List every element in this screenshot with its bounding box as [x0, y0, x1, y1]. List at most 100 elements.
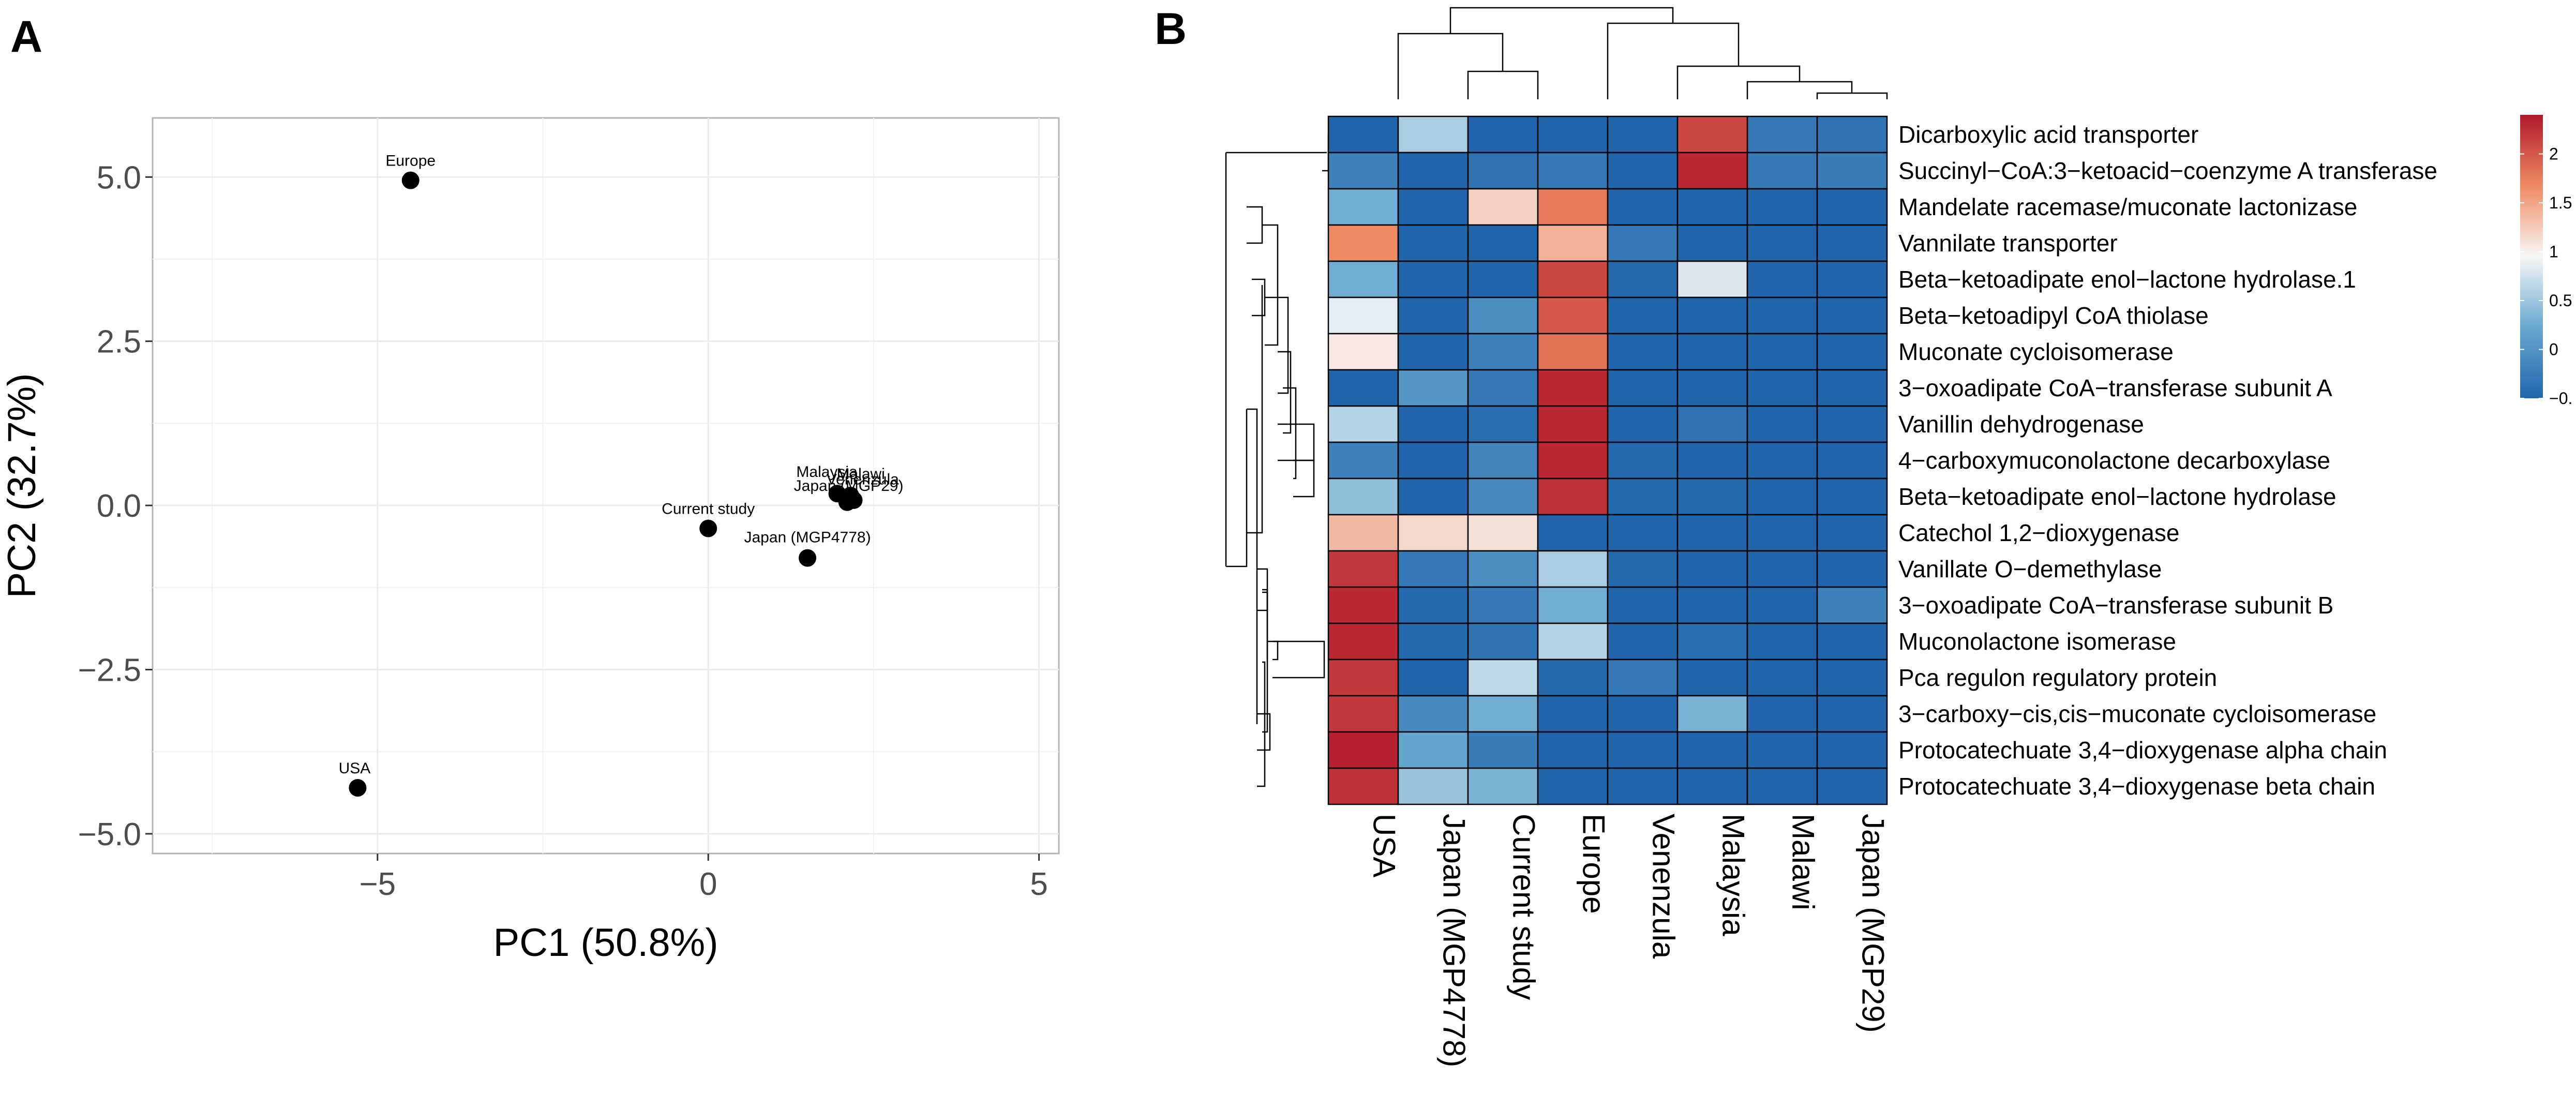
heatmap-cell	[1537, 296, 1609, 335]
row-label: Vanillin dehydrogenase	[1898, 411, 2144, 438]
heatmap-cell	[1676, 441, 1748, 480]
heatmap-cell	[1397, 369, 1469, 407]
heatmap-cell	[1816, 658, 1888, 697]
heatmap-cell	[1746, 477, 1818, 516]
point-label: Europe	[385, 153, 436, 170]
heatmap-cell	[1607, 586, 1679, 624]
heatmap-cell	[1537, 333, 1609, 371]
heatmap-cell	[1467, 658, 1539, 697]
row-label: 3−oxoadipate CoA−transferase subunit B	[1898, 592, 2333, 619]
heatmap-cell	[1537, 369, 1609, 407]
row-label: 4−carboxymuconolactone decarboxylase	[1898, 447, 2330, 474]
point-label: USA	[339, 760, 371, 777]
heatmap-cell	[1467, 369, 1539, 407]
heatmap-cell	[1537, 477, 1609, 516]
heatmap-cell	[1537, 586, 1609, 624]
heatmap-cell	[1327, 586, 1399, 624]
heatmap-cell	[1746, 405, 1818, 443]
point-label: Malaysia	[796, 463, 858, 481]
heatmap-cell	[1746, 224, 1818, 262]
scatter-point	[401, 171, 420, 189]
column-label: Europe	[1577, 814, 1611, 914]
heatmap-cell	[1397, 152, 1469, 190]
heatmap-cell	[1537, 115, 1609, 154]
heatmap-cell	[1537, 405, 1609, 443]
heatmap-cell	[1397, 188, 1469, 226]
column-label: USA	[1367, 814, 1402, 877]
heatmap-cell	[1746, 658, 1818, 697]
heatmap-cell	[1607, 296, 1679, 335]
heatmap-cell	[1607, 405, 1679, 443]
row-label: Muconate cycloisomerase	[1898, 338, 2174, 365]
heatmap-cell	[1607, 695, 1679, 733]
heatmap-cell	[1607, 767, 1679, 805]
row-labels: Dicarboxylic acid transporter Succinyl−Co…	[1898, 121, 2437, 800]
heatmap-cell	[1607, 731, 1679, 769]
heatmap-cell	[1676, 188, 1748, 226]
heatmap-cell	[1816, 514, 1888, 552]
heatmap-cell	[1816, 695, 1888, 733]
row-label: Pca regulon regulatory protein	[1898, 664, 2217, 691]
heatmap-cell	[1397, 333, 1469, 371]
heatmap-cell	[1607, 477, 1679, 516]
heatmap-cell	[1327, 224, 1399, 262]
y-tick-label: 2.5	[97, 324, 141, 360]
scatter-panel: −5 0 5 5.0 2.5 0.0 −2.5 −5.0 Europe MalaysiaMala…	[0, 117, 1060, 965]
heatmap-cell	[1467, 260, 1539, 298]
heatmap-cell	[1327, 767, 1399, 805]
heatmap-cell	[1676, 260, 1748, 298]
heatmap-cell	[1816, 477, 1888, 516]
heatmap-cell	[1607, 550, 1679, 588]
heatmap-cell	[1607, 152, 1679, 190]
heatmap-cell	[1467, 441, 1539, 480]
heatmap-cell	[1327, 115, 1399, 154]
heatmap-cell	[1327, 514, 1399, 552]
heatmap-cell	[1676, 622, 1748, 661]
heatmap-cell	[1816, 188, 1888, 226]
row-label: Mandelate racemase/muconate lactonizase	[1898, 193, 2357, 220]
row-label: Vannilate transporter	[1898, 230, 2118, 257]
heatmap-cell	[1676, 477, 1748, 516]
point-label: Current study	[662, 501, 755, 518]
heatmap-cell	[1676, 333, 1748, 371]
point-label: Venenzula	[827, 471, 899, 488]
heatmap-cell	[1327, 658, 1399, 697]
heatmap-cell	[1607, 514, 1679, 552]
heatmap-cell	[1676, 224, 1748, 262]
heatmap-cell	[1816, 296, 1888, 335]
row-label: Muconolactone isomerase	[1898, 628, 2176, 655]
heatmap-cell	[1816, 224, 1888, 262]
heatmap-cell	[1746, 767, 1818, 805]
heatmap-cell	[1746, 333, 1818, 371]
row-label: Protocatechuate 3,4−dioxygenase beta cha…	[1898, 773, 2375, 800]
row-label: Beta−ketoadipyl CoA thiolase	[1898, 302, 2209, 329]
heatmap-cell	[1467, 333, 1539, 371]
color-legend: 2 1.5 1 0.5 0 −0.	[2520, 115, 2572, 408]
heatmap-cell	[1327, 405, 1399, 443]
heatmap-cell	[1746, 731, 1818, 769]
scatter-point	[699, 519, 717, 537]
y-tick-label: 0.0	[97, 488, 141, 524]
point-label: Japan (MGP4778)	[744, 529, 871, 546]
point-label: Malawi	[836, 466, 885, 483]
column-label: Japan (MGP29)	[1856, 814, 1891, 1033]
heatmap-cell	[1746, 115, 1818, 154]
heatmap-cell	[1816, 333, 1888, 371]
row-label: 3−oxoadipate CoA−transferase subunit A	[1898, 375, 2332, 401]
x-axis-title: PC1 (50.8%)	[493, 921, 718, 965]
heatmap-cell	[1467, 586, 1539, 624]
heatmap-cell	[1397, 622, 1469, 661]
legend-ticks: 2 1.5 1 0.5 0 −0.	[2520, 145, 2572, 408]
legend-tick-label: 2	[2549, 145, 2558, 163]
y-tick-label: −5.0	[78, 817, 141, 852]
heatmap-cell	[1467, 188, 1539, 226]
row-label: 3−carboxy−cis,cis−muconate cycloisomeras…	[1898, 700, 2376, 727]
heatmap-cell	[1537, 767, 1609, 805]
heatmap-cell	[1397, 550, 1469, 588]
heatmap-cell	[1607, 333, 1679, 371]
heatmap-cell	[1676, 695, 1748, 733]
heatmap-cell	[1397, 477, 1469, 516]
column-label: Malaysia	[1716, 814, 1751, 936]
